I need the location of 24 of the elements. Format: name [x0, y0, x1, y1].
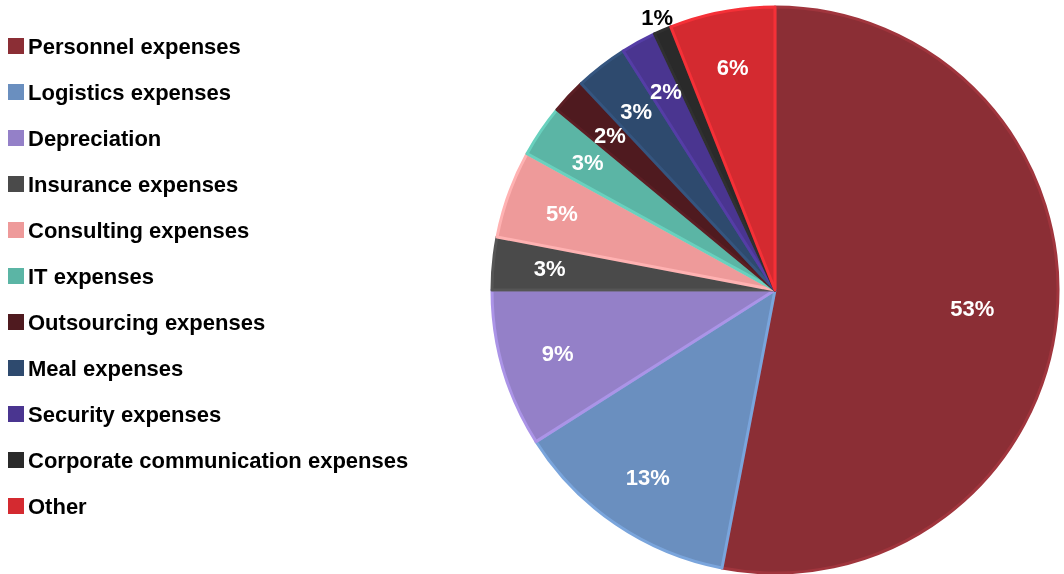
data-label: 13% [625, 464, 670, 490]
legend-label: IT expenses [28, 263, 154, 289]
data-label: 3% [533, 256, 566, 282]
legend-label: Consulting expenses [28, 217, 250, 243]
legend-label: Outsourcing expenses [28, 309, 266, 335]
data-label: 2% [594, 122, 626, 148]
legend-label: Other [28, 493, 88, 519]
data-label: 2% [650, 79, 682, 105]
legend-label: Insurance expenses [28, 171, 239, 197]
data-label: 9% [541, 340, 574, 366]
legend-label: Logistics expenses [28, 79, 231, 105]
data-label: 6% [716, 55, 749, 81]
legend-label: Depreciation [28, 125, 162, 151]
data-label: 3% [571, 150, 604, 176]
legend-label: Security expenses [28, 401, 222, 427]
data-label: 5% [546, 200, 578, 226]
data-label: 1% [641, 4, 673, 30]
legend-label: Personnel expenses [28, 33, 241, 59]
pie-slice [534, 288, 777, 570]
pie-slice [490, 288, 777, 444]
legend-label: Corporate communication expenses [28, 447, 409, 473]
data-label: 53% [950, 296, 995, 322]
data-label: 3% [620, 98, 653, 124]
legend-label: Meal expenses [28, 355, 184, 381]
